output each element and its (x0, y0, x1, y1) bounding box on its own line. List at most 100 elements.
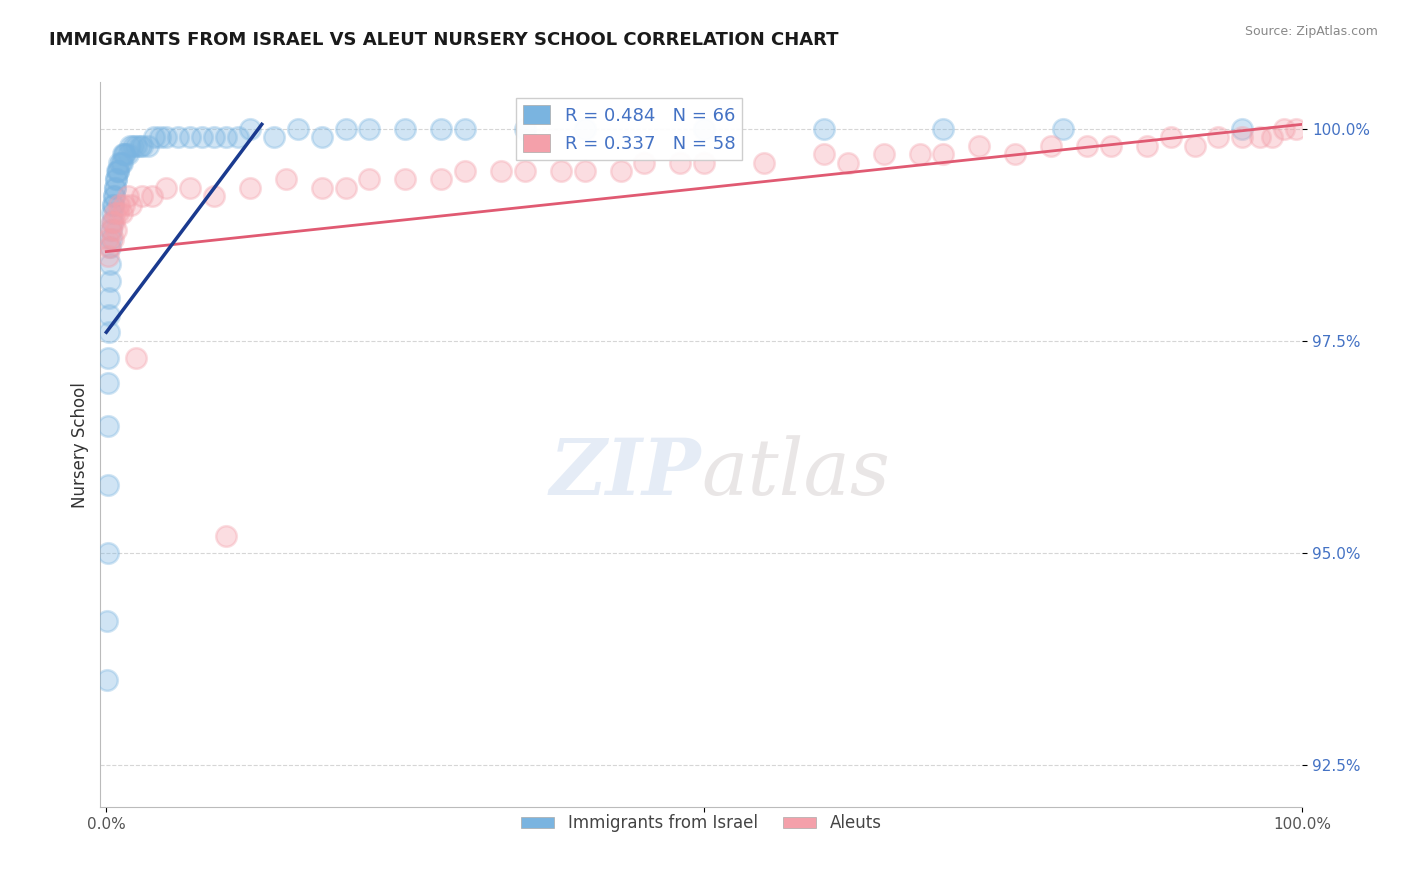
Point (101, 198, 124, 212)
Point (167, 130, 190, 145)
Point (872, 147, 894, 161)
Point (121, 138, 143, 153)
Point (335, 121, 357, 136)
Point (101, 198, 124, 212)
Point (1208, 130, 1230, 145)
Point (226, 130, 249, 145)
Point (513, 121, 536, 136)
Point (128, 138, 150, 153)
Point (101, 206, 124, 220)
Point (239, 181, 262, 195)
Point (1052, 121, 1074, 136)
Point (669, 155, 692, 169)
Point (752, 155, 775, 169)
Point (311, 130, 333, 145)
Point (454, 164, 477, 178)
Point (1004, 147, 1026, 161)
Point (1272, 121, 1295, 136)
Point (215, 130, 238, 145)
Point (1249, 130, 1271, 145)
Point (105, 223, 128, 237)
Point (202, 130, 225, 145)
Point (202, 189, 225, 203)
Point (111, 155, 134, 169)
Point (100, 232, 122, 246)
Point (112, 147, 135, 161)
Point (141, 189, 163, 203)
Point (107, 206, 129, 220)
Point (97, 418, 120, 433)
Point (813, 147, 835, 161)
Point (932, 121, 955, 136)
Point (454, 121, 477, 136)
Point (1285, 121, 1308, 136)
Point (1136, 138, 1159, 153)
Point (430, 172, 453, 186)
Point (239, 121, 262, 136)
Point (932, 147, 955, 161)
Point (97, 232, 120, 246)
Point (97, 376, 120, 391)
Point (125, 351, 148, 365)
Point (117, 189, 139, 203)
Point (100, 215, 122, 229)
Point (693, 155, 716, 169)
Point (1160, 130, 1182, 145)
Point (1232, 121, 1254, 136)
Y-axis label: Nursery School: Nursery School (72, 382, 89, 508)
Point (609, 164, 631, 178)
Point (101, 232, 124, 246)
Point (100, 223, 122, 237)
Point (108, 155, 131, 169)
Point (97, 308, 120, 322)
Point (104, 181, 127, 195)
Point (120, 138, 142, 153)
Point (489, 164, 512, 178)
Point (1184, 138, 1206, 153)
Text: atlas: atlas (702, 435, 890, 512)
Point (1099, 138, 1122, 153)
Legend: Immigrants from Israel, Aleuts: Immigrants from Israel, Aleuts (515, 807, 889, 839)
Point (394, 121, 416, 136)
Point (969, 138, 991, 153)
Point (98, 240, 121, 254)
Point (359, 172, 381, 186)
Point (98, 240, 121, 254)
Point (131, 138, 153, 153)
Point (1232, 130, 1254, 145)
Point (110, 155, 132, 169)
Point (513, 164, 536, 178)
Point (96, 249, 118, 263)
Point (813, 121, 835, 136)
Point (136, 138, 159, 153)
Point (155, 130, 177, 145)
Point (107, 164, 129, 178)
Point (633, 155, 655, 169)
Point (105, 164, 128, 178)
Point (179, 130, 201, 145)
Point (131, 189, 153, 203)
Point (96, 614, 118, 628)
Point (97, 478, 120, 492)
Point (107, 164, 129, 178)
Point (837, 155, 859, 169)
Point (263, 130, 285, 145)
Point (335, 181, 357, 195)
Text: ZIP: ZIP (550, 435, 702, 512)
Point (108, 198, 131, 212)
Point (112, 147, 135, 161)
Point (96, 546, 118, 560)
Point (112, 198, 135, 212)
Point (97, 351, 120, 365)
Point (125, 138, 148, 153)
Point (215, 529, 238, 543)
Point (149, 130, 172, 145)
Point (274, 172, 297, 186)
Point (693, 121, 716, 136)
Point (359, 121, 381, 136)
Point (104, 206, 127, 220)
Point (103, 189, 125, 203)
Point (191, 130, 214, 145)
Point (143, 130, 166, 145)
Point (100, 223, 122, 237)
